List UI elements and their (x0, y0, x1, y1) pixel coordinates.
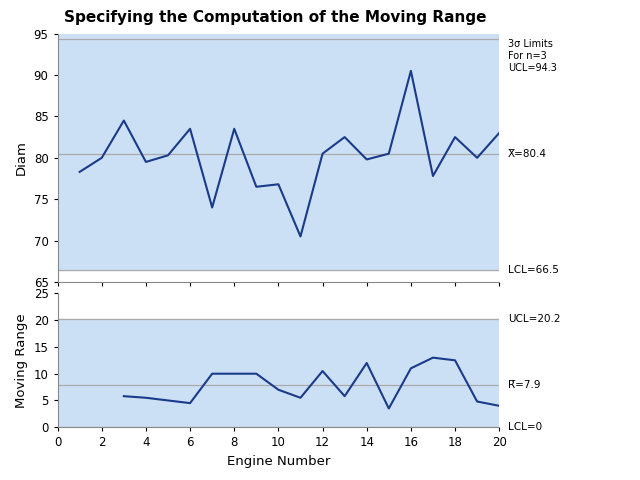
Bar (58, 0, 499, 270)
Text: LCL=66.5: LCL=66.5 (508, 264, 559, 275)
Text: 3σ Limits
For n=3
UCL=94.3: 3σ Limits For n=3 UCL=94.3 (508, 39, 557, 72)
Text: LCL=0: LCL=0 (508, 422, 542, 432)
Y-axis label: Diam: Diam (15, 140, 28, 175)
Y-axis label: Moving Range: Moving Range (15, 313, 28, 408)
Text: X̅=80.4: X̅=80.4 (508, 149, 547, 159)
Text: UCL=20.2: UCL=20.2 (508, 314, 561, 324)
Bar (58, 319, 499, 427)
Text: Specifying the Computation of the Moving Range: Specifying the Computation of the Moving… (64, 10, 486, 24)
X-axis label: Engine Number: Engine Number (227, 455, 330, 468)
Text: R̅=7.9: R̅=7.9 (508, 380, 541, 390)
